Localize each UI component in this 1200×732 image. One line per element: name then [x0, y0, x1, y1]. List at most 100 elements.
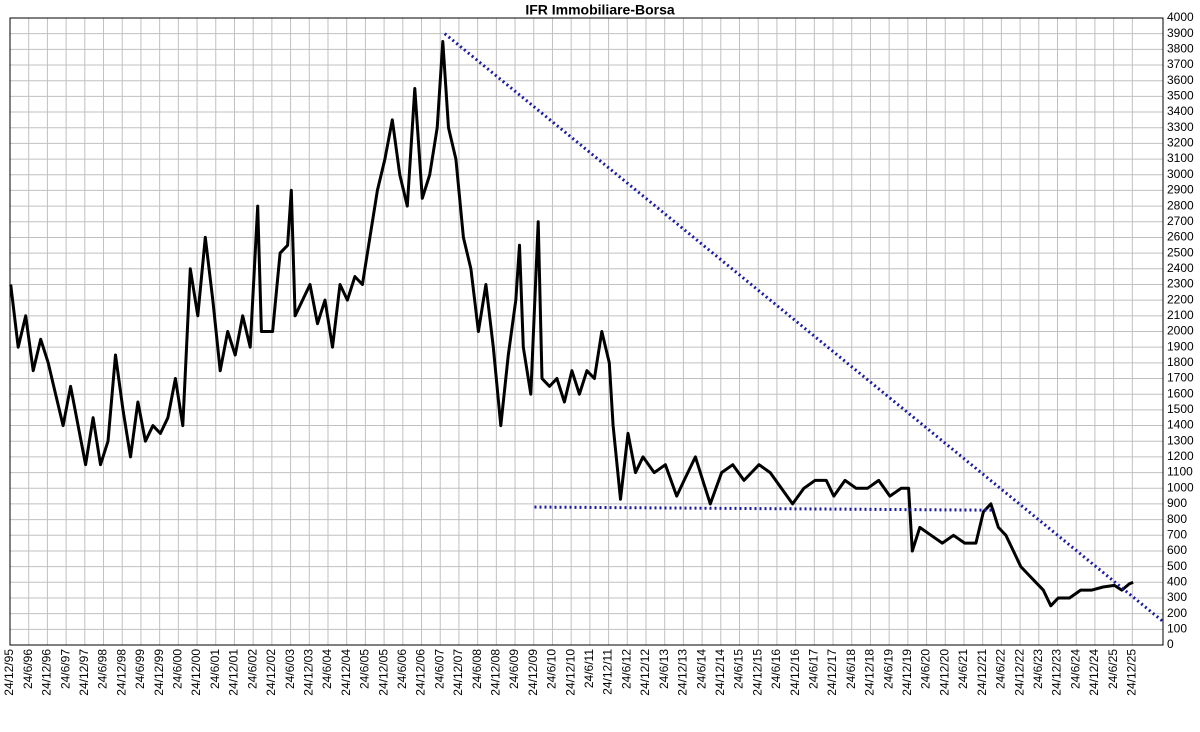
y-tick-label: 200 [1167, 606, 1187, 620]
x-tick-label: 24/12/97 [77, 649, 91, 696]
x-tick-label: 24/6/20 [919, 649, 933, 689]
x-tick-label: 24/12/15 [750, 649, 764, 696]
x-tick-label: 24/6/18 [844, 649, 858, 689]
y-tick-label: 3000 [1167, 167, 1194, 181]
x-tick-label: 24/6/22 [994, 649, 1008, 689]
x-tick-label: 24/12/20 [937, 649, 951, 696]
y-tick-label: 2400 [1167, 261, 1194, 275]
x-tick-label: 24/6/03 [283, 649, 297, 689]
x-tick-label: 24/12/18 [863, 649, 877, 696]
y-tick-label: 0 [1167, 637, 1174, 651]
y-tick-label: 2800 [1167, 198, 1194, 212]
x-tick-label: 24/12/07 [451, 649, 465, 696]
x-tick-label: 24/6/08 [470, 649, 484, 689]
x-tick-label: 24/12/10 [563, 649, 577, 696]
y-tick-label: 1800 [1167, 355, 1194, 369]
y-tick-label: 300 [1167, 590, 1187, 604]
x-tick-label: 24/6/17 [807, 649, 821, 689]
y-tick-label: 600 [1167, 543, 1187, 557]
y-tick-label: 1200 [1167, 449, 1194, 463]
x-tick-label: 24/12/99 [152, 649, 166, 696]
y-tick-label: 800 [1167, 512, 1187, 526]
x-tick-label: 24/12/00 [189, 649, 203, 696]
y-tick-label: 3500 [1167, 89, 1194, 103]
x-tick-label: 24/6/00 [171, 649, 185, 689]
chart-title: IFR Immobiliare-Borsa [525, 2, 675, 18]
y-tick-label: 1700 [1167, 371, 1194, 385]
y-tick-label: 3600 [1167, 73, 1194, 87]
x-tick-label: 24/6/21 [956, 649, 970, 689]
x-tick-label: 24/6/24 [1068, 649, 1082, 689]
y-tick-label: 1300 [1167, 433, 1194, 447]
x-tick-label: 24/6/23 [1031, 649, 1045, 689]
y-tick-label: 700 [1167, 527, 1187, 541]
y-tick-label: 2500 [1167, 245, 1194, 259]
y-tick-label: 2700 [1167, 214, 1194, 228]
x-tick-label: 24/12/96 [40, 649, 54, 696]
y-tick-label: 3800 [1167, 42, 1194, 56]
x-tick-label: 24/6/19 [881, 649, 895, 689]
x-tick-label: 24/6/98 [96, 649, 110, 689]
x-tick-label: 24/6/25 [1106, 649, 1120, 689]
y-tick-label: 3200 [1167, 136, 1194, 150]
x-tick-label: 24/6/10 [545, 649, 559, 689]
x-tick-label: 24/12/11 [601, 649, 615, 695]
price-line [9, 40, 1134, 608]
x-tick-label: 24/12/24 [1087, 649, 1101, 696]
x-tick-label: 24/6/06 [395, 649, 409, 689]
y-tick-label: 3400 [1167, 104, 1194, 118]
y-tick-label: 1100 [1167, 465, 1193, 479]
x-tick-label: 24/12/12 [638, 649, 652, 696]
y-tick-label: 3900 [1167, 26, 1194, 40]
x-tick-label: 24/12/04 [339, 649, 353, 696]
y-tick-label: 2200 [1167, 292, 1194, 306]
x-tick-label: 24/12/03 [301, 649, 315, 696]
x-tick-label: 24/6/12 [619, 649, 633, 689]
x-tick-label: 24/12/02 [264, 649, 278, 696]
x-tick-label: 24/12/98 [114, 649, 128, 696]
y-tick-label: 2300 [1167, 277, 1194, 291]
x-tick-label: 24/6/07 [432, 649, 446, 689]
y-tick-label: 2100 [1167, 308, 1194, 322]
x-tick-label: 24/12/25 [1124, 649, 1138, 696]
x-tick-label: 24/6/11 [582, 649, 596, 688]
y-tick-label: 3300 [1167, 120, 1194, 134]
x-tick-label: 24/6/99 [133, 649, 147, 689]
y-tick-label: 3700 [1167, 57, 1194, 71]
y-tick-label: 400 [1167, 574, 1187, 588]
x-tick-label: 24/6/14 [694, 649, 708, 689]
y-tick-label: 1400 [1167, 418, 1194, 432]
x-tick-label: 24/12/09 [526, 649, 540, 696]
x-tick-label: 24/12/14 [713, 649, 727, 696]
x-tick-label: 24/12/05 [376, 649, 390, 696]
y-tick-label: 2600 [1167, 230, 1194, 244]
y-tick-label: 4000 [1167, 10, 1194, 24]
y-tick-label: 1500 [1167, 402, 1194, 416]
y-tick-label: 1000 [1167, 480, 1194, 494]
x-tick-label: 24/6/04 [320, 649, 334, 689]
y-tick-label: 100 [1167, 621, 1187, 635]
y-tick-label: 500 [1167, 559, 1187, 573]
y-tick-label: 3100 [1167, 151, 1194, 165]
plot-border [9, 17, 1164, 646]
y-tick-label: 2000 [1167, 324, 1194, 338]
x-tick-label: 24/12/17 [825, 649, 839, 696]
x-tick-label: 24/6/13 [657, 649, 671, 689]
y-tick-label: 2900 [1167, 183, 1194, 197]
x-tick-label: 24/6/15 [732, 649, 746, 689]
x-tick-label: 24/12/16 [788, 649, 802, 696]
x-tick-label: 24/12/95 [2, 649, 16, 696]
trend-line [534, 505, 995, 512]
x-tick-label: 24/6/97 [58, 649, 72, 689]
y-tick-label: 1600 [1167, 386, 1194, 400]
x-tick-label: 24/6/02 [245, 649, 259, 689]
x-tick-label: 24/12/08 [489, 649, 503, 696]
x-tick-label: 24/12/22 [1012, 649, 1026, 696]
x-tick-label: 24/12/23 [1050, 649, 1064, 696]
x-tick-label: 24/6/09 [507, 649, 521, 689]
x-tick-label: 24/12/21 [975, 649, 989, 696]
y-tick-label: 1900 [1167, 339, 1194, 353]
